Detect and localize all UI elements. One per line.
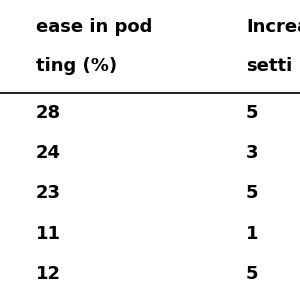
Text: 28: 28 [36, 104, 61, 122]
Text: 1: 1 [246, 225, 259, 243]
Text: setti: setti [246, 57, 292, 75]
Text: 5: 5 [246, 104, 259, 122]
Text: 23: 23 [36, 184, 61, 202]
Text: 5: 5 [246, 184, 259, 202]
Text: 11: 11 [36, 225, 61, 243]
Text: 3: 3 [246, 144, 259, 162]
Text: ting (%): ting (%) [36, 57, 117, 75]
Text: 12: 12 [36, 265, 61, 283]
Text: 5: 5 [246, 265, 259, 283]
Text: ease in pod: ease in pod [36, 18, 152, 36]
Text: Increas: Increas [246, 18, 300, 36]
Text: 24: 24 [36, 144, 61, 162]
